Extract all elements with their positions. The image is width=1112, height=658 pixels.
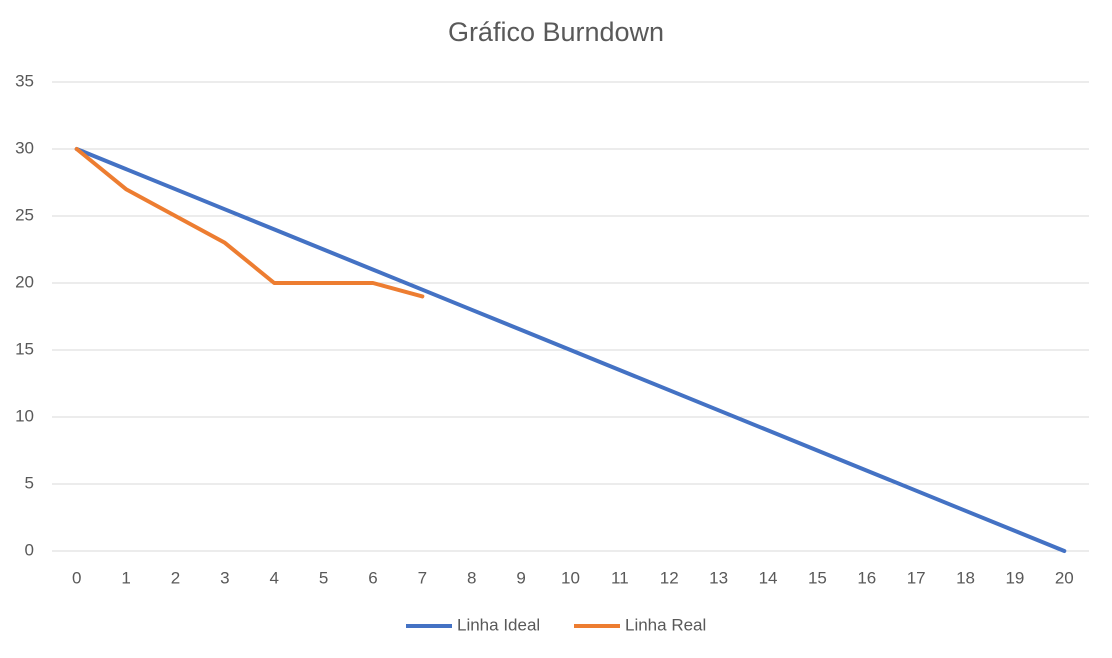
x-tick-label: 8: [467, 568, 476, 587]
x-tick-label: 13: [709, 568, 728, 587]
y-tick-label: 30: [15, 138, 34, 157]
x-tick-label: 11: [611, 568, 629, 587]
x-tick-label: 19: [1005, 568, 1024, 587]
x-tick-label: 10: [561, 568, 580, 587]
x-tick-label: 7: [418, 568, 427, 587]
x-tick-label: 17: [907, 568, 926, 587]
chart-title: Gráfico Burndown: [448, 17, 664, 47]
series-line: [74, 147, 1067, 553]
y-tick-label: 5: [25, 473, 34, 492]
legend-label: Linha Real: [625, 615, 706, 634]
x-tick-label: 6: [368, 568, 377, 587]
x-tick-label: 9: [516, 568, 525, 587]
y-tick-label: 0: [25, 540, 34, 559]
x-tick-label: 5: [319, 568, 328, 587]
x-tick-label: 1: [121, 568, 130, 587]
x-tick-label: 15: [808, 568, 827, 587]
y-tick-label: 15: [15, 339, 34, 358]
x-tick-label: 18: [956, 568, 975, 587]
legend-label: Linha Ideal: [457, 615, 540, 634]
x-tick-label: 14: [759, 568, 778, 587]
series-line: [74, 147, 425, 299]
y-tick-label: 10: [15, 406, 34, 425]
x-tick-label: 20: [1055, 568, 1074, 587]
y-tick-label: 25: [15, 205, 34, 224]
x-tick-label: 0: [72, 568, 81, 587]
x-tick-label: 2: [171, 568, 180, 587]
y-tick-label: 35: [15, 71, 34, 90]
x-tick-label: 16: [857, 568, 876, 587]
y-tick-label: 20: [15, 272, 34, 291]
x-tick-label: 3: [220, 568, 229, 587]
x-tick-label: 4: [269, 568, 278, 587]
x-tick-label: 12: [660, 568, 679, 587]
